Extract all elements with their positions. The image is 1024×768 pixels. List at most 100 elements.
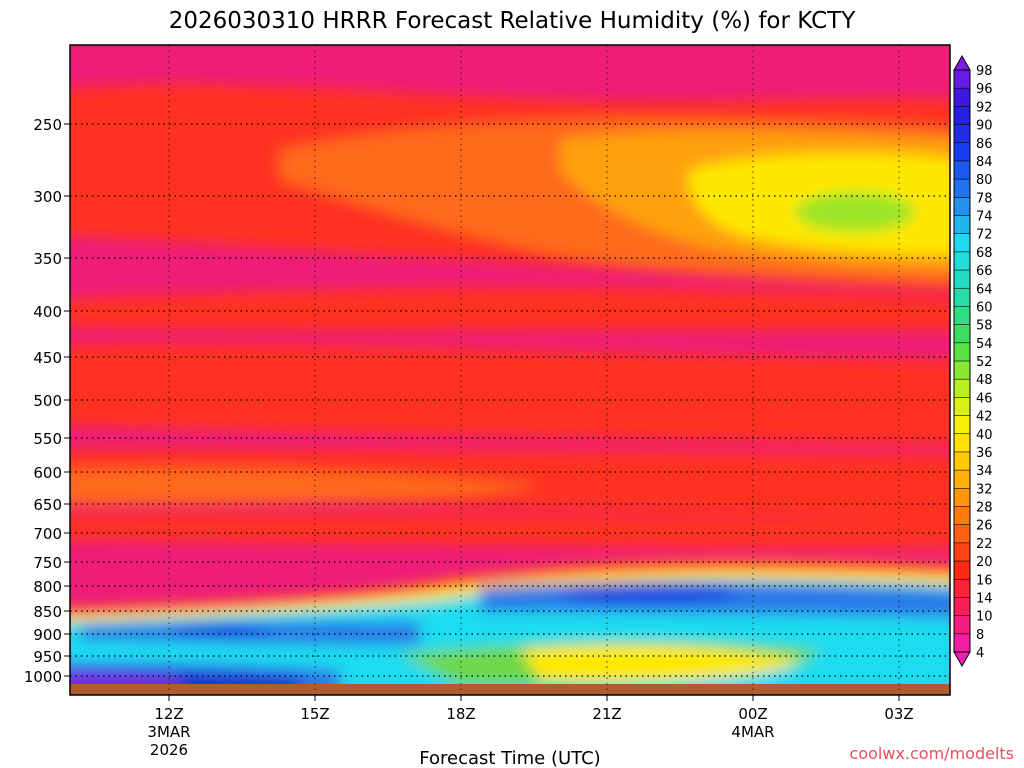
- colorbar-swatch: [954, 579, 970, 598]
- colorbar-swatch: [954, 270, 970, 289]
- colorbar-swatch: [954, 233, 970, 253]
- colorbar-label: 84: [976, 155, 993, 170]
- rh-band-orange-650: [70, 468, 540, 505]
- colorbar-swatch: [954, 542, 970, 562]
- colorbar-label: 16: [976, 573, 993, 588]
- y-tick-label: 800: [33, 578, 62, 596]
- y-tick-label: 750: [33, 554, 62, 572]
- colorbar-label: 78: [976, 191, 993, 206]
- chart-grid: [70, 45, 950, 695]
- colorbar-label: 80: [976, 173, 993, 188]
- colorbar-swatch: [954, 470, 970, 489]
- colorbar-label: 26: [976, 519, 993, 534]
- colorbar-swatch: [954, 70, 970, 89]
- x-tick-label: 03Z: [884, 705, 913, 723]
- colorbar-label: 46: [976, 391, 993, 406]
- colorbar-swatch: [954, 251, 970, 271]
- colorbar-label: 40: [976, 428, 993, 443]
- colorbar-swatch: [954, 88, 970, 107]
- colorbar-swatch: [954, 597, 970, 617]
- colorbar-label: 90: [976, 119, 993, 134]
- colorbar-label: 42: [976, 410, 993, 425]
- y-tick-label: 350: [33, 250, 62, 268]
- x-tick-date: 4MAR: [731, 723, 774, 741]
- y-tick-label: 1000: [24, 668, 62, 686]
- heatmap-field: [70, 45, 950, 695]
- colorbar-swatch: [954, 506, 970, 526]
- colorbar-label: 92: [976, 100, 993, 115]
- y-tick-label: 850: [33, 603, 62, 621]
- colorbar-label: 68: [976, 246, 993, 261]
- colorbar-swatch: [954, 124, 970, 144]
- colorbar-label: 20: [976, 555, 993, 570]
- colorbar-swatch: [954, 633, 970, 653]
- credit-label: coolwx.com/modelts: [850, 744, 1014, 763]
- ground-strip: [70, 684, 950, 695]
- colorbar-swatch: [954, 106, 970, 126]
- colorbar-swatch: [954, 488, 970, 507]
- colorbar-swatch: [954, 179, 970, 198]
- colorbar-top-arrow: [953, 54, 971, 71]
- y-tick-label: 400: [33, 303, 62, 321]
- y-tick-label: 300: [33, 188, 62, 206]
- colorbar-label: 48: [976, 373, 993, 388]
- colorbar-swatch: [954, 288, 970, 307]
- x-axis-label: Forecast Time (UTC): [419, 748, 600, 768]
- x-tick-label: 00Z: [738, 705, 767, 723]
- y-tick-label: 950: [33, 648, 62, 666]
- colorbar-swatch: [954, 215, 970, 235]
- rh-pocket-900-darkblue: [170, 624, 270, 636]
- colorbar-label: 32: [976, 482, 993, 497]
- x-tick-label: 21Z: [592, 705, 621, 723]
- colorbar-label: 72: [976, 228, 993, 243]
- y-tick-label: 650: [33, 496, 62, 514]
- colorbar-label: 74: [976, 210, 993, 225]
- x-tick-label: 12Z: [154, 705, 183, 723]
- rh-core-850-darkblue: [560, 586, 740, 602]
- colorbar-label: 4: [976, 646, 984, 661]
- colorbar-swatch: [954, 524, 970, 544]
- rh-band-mid-red-a: [70, 288, 950, 331]
- colorbar-label: 58: [976, 319, 993, 334]
- colorbar-label: 66: [976, 264, 993, 279]
- colorbar-label: 22: [976, 537, 993, 552]
- colorbar-label: 10: [976, 610, 993, 625]
- colorbar-swatch: [954, 379, 970, 398]
- colorbar-swatch: [954, 615, 970, 635]
- x-tick-date: 3MAR: [147, 723, 190, 741]
- y-tick-label: 600: [33, 464, 62, 482]
- colorbar-label: 8: [976, 628, 984, 643]
- rh-band-950-yellow: [520, 644, 800, 682]
- colorbar-swatch: [954, 361, 970, 380]
- colorbar-swatch: [954, 306, 970, 326]
- rh-band-mid-red-b: [70, 343, 950, 445]
- colorbar-swatch: [954, 397, 970, 417]
- colorbar-label: 36: [976, 446, 993, 461]
- colorbar-swatch: [954, 342, 970, 362]
- y-tick-label: 450: [33, 349, 62, 367]
- y-tick-label: 250: [33, 116, 62, 134]
- rh-core-upper-green: [795, 192, 915, 232]
- colorbar-bottom-arrow: [953, 651, 971, 668]
- y-tick-label: 550: [33, 430, 62, 448]
- colorbar: 9896929086848078747268666460585452484642…: [953, 54, 993, 668]
- y-tick-label: 500: [33, 392, 62, 410]
- y-axis: 250 300 350 400 450 500 550 600 650 700 750 800 850 9…: [24, 116, 70, 686]
- colorbar-swatch: [954, 415, 970, 435]
- colorbar-swatch: [954, 561, 970, 580]
- colorbar-swatch: [954, 142, 970, 162]
- colorbar-label: 52: [976, 355, 993, 370]
- y-tick-label: 700: [33, 525, 62, 543]
- x-tick-year: 2026: [150, 741, 188, 759]
- rh-band-red-700: [70, 513, 950, 548]
- colorbar-label: 54: [976, 337, 993, 352]
- colorbar-swatch: [954, 197, 970, 216]
- colorbar-swatch: [954, 324, 970, 344]
- x-tick-label: 18Z: [446, 705, 475, 723]
- colorbar-label: 34: [976, 464, 993, 479]
- y-tick-label: 900: [33, 626, 62, 644]
- colorbar-swatch: [954, 451, 970, 471]
